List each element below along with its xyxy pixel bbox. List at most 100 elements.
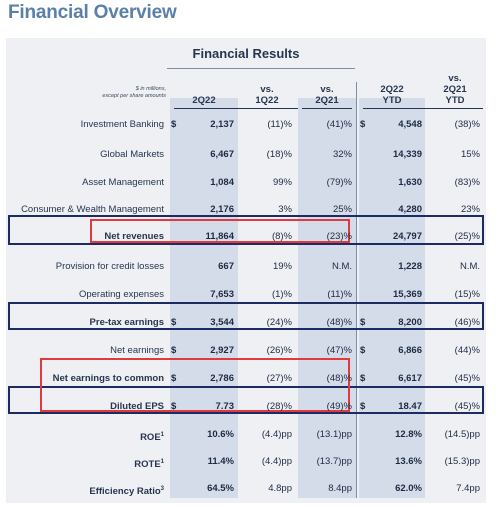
row-label: ROE1 bbox=[9, 428, 164, 445]
table-cell-c2: (28)% bbox=[266, 401, 292, 412]
table-cell-c5: (45)% bbox=[454, 401, 480, 412]
units-note: $ in millions, except per share amounts bbox=[16, 86, 166, 100]
table-cell-c5: (83)% bbox=[454, 177, 480, 188]
header-rule bbox=[363, 108, 483, 109]
row-label: Net earnings bbox=[9, 344, 164, 358]
table-cell-c1: 7.73 bbox=[215, 401, 235, 412]
table-cell-c2: 99% bbox=[272, 177, 292, 188]
row-label-text: Provision for credit losses bbox=[55, 261, 164, 272]
table-cell-c3: (79)% bbox=[326, 177, 352, 188]
table-cell-c3: (11)% bbox=[327, 289, 352, 300]
table-cell-c3: 32% bbox=[332, 149, 352, 160]
table-cell-c4: 15,369 bbox=[392, 289, 422, 300]
table-cell-c5: (38)% bbox=[454, 119, 480, 130]
table-cell-c5: 23% bbox=[460, 204, 480, 215]
col-band-ytd bbox=[359, 98, 425, 498]
col-header-vs-2q21: vs. 2Q21 bbox=[298, 84, 356, 106]
table-cell-c3: (41)% bbox=[326, 119, 352, 130]
units-note-line2: except per share amounts bbox=[102, 93, 166, 99]
table-cell-c4: 62.0% bbox=[395, 483, 422, 494]
col-header-vs-2q21-line1: vs. bbox=[320, 84, 334, 95]
table-title: Financial Results bbox=[192, 46, 300, 61]
row-label-text: Consumer & Wealth Management bbox=[21, 204, 164, 215]
table-cell-c1: 11,864 bbox=[205, 231, 234, 242]
table-cell-c5: (45)% bbox=[454, 373, 480, 384]
table-cell-c2: 4.8pp bbox=[268, 483, 292, 494]
row-label: ROTE1 bbox=[9, 455, 164, 472]
row-label-text: Net earnings to common bbox=[52, 373, 164, 384]
currency-symbol: $ bbox=[171, 373, 177, 384]
row-label: Net earnings to common bbox=[9, 372, 164, 386]
currency-symbol: $ bbox=[360, 345, 366, 356]
currency-symbol: $ bbox=[171, 401, 177, 412]
header-rule bbox=[174, 108, 298, 109]
table-cell-c1: 2,927 bbox=[210, 345, 234, 356]
col-header-2q22-label: 2Q22 bbox=[192, 95, 216, 106]
currency-symbol: $ bbox=[171, 345, 177, 356]
row-label-text: Pre-tax earnings bbox=[89, 317, 164, 328]
table-cell-c4: 1,228 bbox=[398, 261, 422, 272]
row-label: Diluted EPS bbox=[9, 400, 164, 414]
table-cell-c2: 3% bbox=[278, 204, 292, 215]
table-cell-c1: 7,653 bbox=[210, 289, 234, 300]
table-cell-c4: 13.6% bbox=[395, 456, 422, 467]
row-label: Net revenues bbox=[9, 230, 164, 244]
col-header-vs-1q22-line2: 1Q22 bbox=[255, 95, 279, 106]
table-cell-c2: (4.4)pp bbox=[261, 456, 292, 467]
col-header-2q22-ytd-line1: 2Q22 bbox=[380, 84, 404, 95]
table-cell-c1: 3,544 bbox=[210, 317, 234, 328]
table-cell-c2: (4.4)pp bbox=[261, 429, 292, 440]
col-header-vs-2q21-ytd-line1: vs. bbox=[448, 73, 462, 84]
col-header-2q22-ytd-line2: YTD bbox=[382, 95, 402, 106]
table-cell-c1: 10.6% bbox=[207, 429, 234, 440]
footnote-marker: 3 bbox=[160, 486, 164, 492]
net-earnings-eps-callout bbox=[40, 358, 350, 412]
table-cell-c1: 2,137 bbox=[210, 119, 234, 130]
header-rule bbox=[302, 108, 352, 109]
table-cell-c3: (48)% bbox=[326, 317, 352, 328]
table-cell-c5: 15% bbox=[460, 149, 480, 160]
col-header-vs-1q22-line1: vs. bbox=[260, 84, 274, 95]
table-cell-c5: (14.5)pp bbox=[444, 429, 480, 440]
row-label-text: Asset Management bbox=[82, 177, 164, 188]
currency-symbol: $ bbox=[360, 317, 366, 328]
table-cell-c5: (46)% bbox=[454, 317, 480, 328]
table-cell-c1: 2,176 bbox=[210, 204, 234, 215]
ytd-divider bbox=[356, 82, 357, 498]
table-cell-c2: (24)% bbox=[266, 317, 292, 328]
table-cell-c1: 2,786 bbox=[210, 373, 234, 384]
table-cell-c4: 24,797 bbox=[392, 231, 422, 242]
col-header-vs-2q21-line2: 2Q21 bbox=[315, 95, 339, 106]
table-cell-c5: (44)% bbox=[454, 345, 480, 356]
col-band-2q22 bbox=[170, 98, 238, 498]
table-cell-c1: 667 bbox=[218, 261, 234, 272]
table-cell-c4: 12.8% bbox=[395, 429, 422, 440]
row-label-text: Net revenues bbox=[104, 231, 164, 242]
row-label: Asset Management bbox=[9, 176, 164, 190]
table-cell-c2: (26)% bbox=[266, 345, 292, 356]
col-header-vs-2q21-ytd-line2: 2Q21 bbox=[443, 84, 467, 95]
table-cell-c1: 64.5% bbox=[207, 483, 234, 494]
row-label-text: Global Markets bbox=[100, 149, 164, 160]
table-cell-c3: (47)% bbox=[326, 345, 352, 356]
footnote-marker: 1 bbox=[160, 459, 164, 465]
currency-symbol: $ bbox=[171, 317, 177, 328]
row-label-text: Efficiency Ratio bbox=[89, 486, 161, 498]
pretax-earnings-highlight bbox=[8, 302, 484, 330]
row-label: Efficiency Ratio3 bbox=[9, 482, 164, 499]
table-cell-c1: 1,084 bbox=[210, 177, 234, 188]
footnote-marker: 1 bbox=[160, 432, 164, 438]
row-label: Operating expenses bbox=[9, 288, 164, 302]
page-title: Financial Overview bbox=[8, 2, 177, 23]
col-band-vs-2q21 bbox=[298, 98, 356, 498]
financial-results-panel: Financial Results $ in millions, except … bbox=[6, 38, 486, 503]
table-cell-c4: 6,866 bbox=[398, 345, 422, 356]
table-cell-c2: (18)% bbox=[266, 149, 292, 160]
table-cell-c4: 8,200 bbox=[398, 317, 422, 328]
currency-symbol: $ bbox=[360, 373, 366, 384]
currency-symbol: $ bbox=[360, 401, 366, 412]
diluted-eps-highlight bbox=[8, 386, 484, 414]
row-label: Pre-tax earnings bbox=[9, 316, 164, 330]
table-cell-c2: (1)% bbox=[271, 289, 292, 300]
row-label-text: ROTE bbox=[134, 459, 161, 471]
